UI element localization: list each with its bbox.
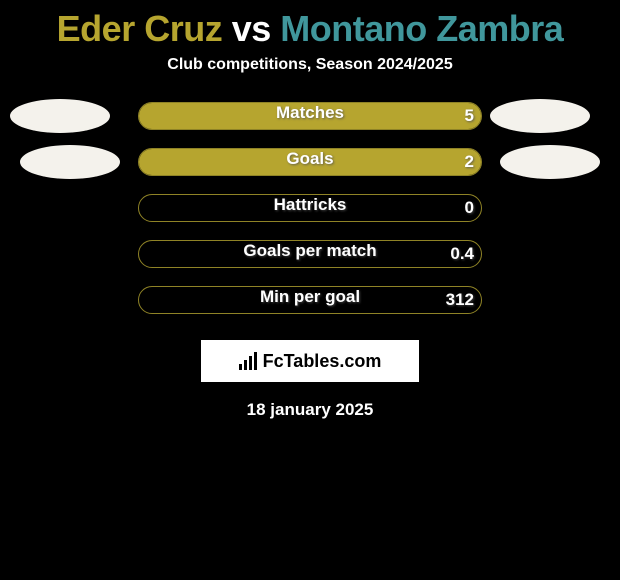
stat-bar: Goals per match xyxy=(138,240,482,268)
date-text: 18 january 2025 xyxy=(0,400,620,420)
badge-text: FcTables.com xyxy=(263,351,382,372)
stat-row: Hattricks 0 xyxy=(0,194,620,222)
player2-avatar xyxy=(500,145,600,179)
stat-bar: Matches xyxy=(138,102,482,130)
stat-value: 312 xyxy=(446,290,474,310)
stat-value: 0 xyxy=(465,198,474,218)
stat-row: Min per goal 312 xyxy=(0,286,620,314)
stat-label: Min per goal xyxy=(260,287,360,307)
stat-bar: Goals xyxy=(138,148,482,176)
stat-bar: Hattricks xyxy=(138,194,482,222)
stat-label: Matches xyxy=(276,103,344,123)
player2-avatar xyxy=(490,99,590,133)
vs-text: vs xyxy=(232,8,271,49)
stat-row: Goals 2 xyxy=(0,148,620,176)
stat-row: Matches 5 xyxy=(0,102,620,130)
stat-label: Goals per match xyxy=(243,241,376,261)
subtitle: Club competitions, Season 2024/2025 xyxy=(0,56,620,74)
player1-avatar xyxy=(20,145,120,179)
stat-label: Goals xyxy=(286,149,333,169)
page-title: Eder Cruz vs Montano Zambra xyxy=(0,0,620,50)
stat-bar: Min per goal xyxy=(138,286,482,314)
bar-chart-icon xyxy=(239,352,257,370)
stat-row: Goals per match 0.4 xyxy=(0,240,620,268)
stat-value: 0.4 xyxy=(450,244,474,264)
stats-container: Matches 5 Goals 2 Hattricks 0 Goals per match 0… xyxy=(0,102,620,314)
fctables-badge[interactable]: FcTables.com xyxy=(201,340,419,382)
player1-avatar xyxy=(10,99,110,133)
player2-name: Montano Zambra xyxy=(280,8,563,49)
stat-label: Hattricks xyxy=(274,195,347,215)
stat-value: 2 xyxy=(465,152,474,172)
player1-name: Eder Cruz xyxy=(57,8,223,49)
stat-value: 5 xyxy=(465,106,474,126)
